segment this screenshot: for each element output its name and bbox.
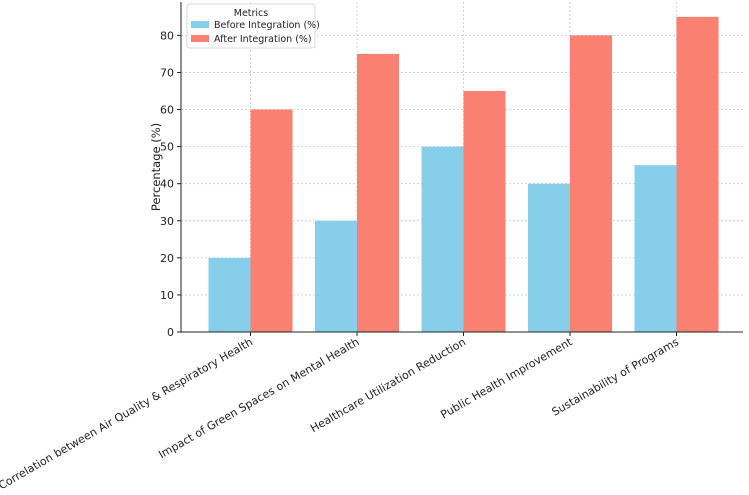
y-tick-label: 80 xyxy=(160,29,174,42)
y-tick-label: 30 xyxy=(160,215,174,228)
y-tick-label: 10 xyxy=(160,289,174,302)
legend-box xyxy=(186,3,316,49)
y-tick-label: 50 xyxy=(160,141,174,154)
y-axis-label: Percentage (%) xyxy=(149,123,163,211)
bar-after xyxy=(676,16,719,333)
y-tick-label: 40 xyxy=(160,178,174,191)
legend-label-after: After Integration (%) xyxy=(214,34,312,45)
legend-swatch-after xyxy=(191,35,209,42)
y-tick-label: 60 xyxy=(160,104,174,117)
axes xyxy=(180,2,743,333)
legend-label-before: Before Integration (%) xyxy=(214,20,320,31)
legend-title: Metrics xyxy=(234,8,269,19)
x-tick-label: Correlation between Air Quality & Respir… xyxy=(0,335,255,492)
bar-before xyxy=(208,257,251,332)
bar-after xyxy=(250,109,293,332)
y-tick-label: 0 xyxy=(167,326,174,339)
y-tick-label: 70 xyxy=(160,66,174,79)
bar-before xyxy=(315,220,357,332)
x-tick-label: Impact of Green Spaces on Mental Health xyxy=(156,335,361,461)
bar-before xyxy=(528,183,570,332)
bar-after xyxy=(463,90,506,332)
bars xyxy=(208,16,719,333)
bar-after xyxy=(570,35,612,332)
bar-after xyxy=(357,53,399,333)
bar-before xyxy=(421,146,464,332)
y-ticks: 0 10 20 30 40 50 60 70 80 xyxy=(160,29,181,339)
legend-swatch-before xyxy=(191,21,209,28)
bar-before xyxy=(634,165,677,332)
legend: Metrics Before Integration (%) After Int… xyxy=(186,3,320,49)
x-ticks: Correlation between Air Quality & Respir… xyxy=(0,332,681,492)
y-tick-label: 20 xyxy=(160,252,174,265)
